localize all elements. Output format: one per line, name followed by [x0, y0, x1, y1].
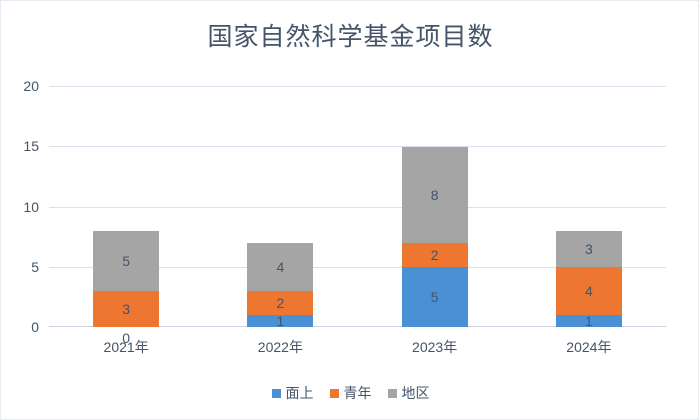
- bar-group: 8 2 5: [401, 87, 468, 327]
- gridline-20: [49, 86, 666, 87]
- bar-segment[interactable]: 8: [401, 147, 468, 243]
- legend-swatch-qingnian-icon: [329, 388, 339, 398]
- bar-segment-value-label: 5: [122, 253, 131, 269]
- bar-segment-value-label: 1: [276, 313, 285, 329]
- bar-group: 4 2 1: [247, 87, 314, 329]
- bar-segment[interactable]: 5: [93, 231, 160, 291]
- bar-segment-value-label: 4: [584, 283, 593, 299]
- bar-segment[interactable]: 1: [555, 313, 622, 329]
- x-axis-tick-label: 2023年: [412, 339, 458, 355]
- x-axis-tick-label: 2021年: [103, 339, 149, 355]
- y-axis-tick-label: 5: [31, 258, 39, 275]
- bar-segment[interactable]: 4: [247, 243, 314, 291]
- bar-segment[interactable]: 4: [555, 267, 622, 315]
- gridline-15: [49, 146, 666, 148]
- y-axis-tick-label: 0: [31, 319, 39, 335]
- bar-segment[interactable]: 2: [247, 291, 314, 315]
- axis-baseline-zero: [49, 326, 666, 327]
- x-axis-tick-label: 2022年: [257, 339, 303, 355]
- bar-segment-value-label: 4: [276, 259, 285, 275]
- legend-item-label: 青年: [343, 385, 372, 401]
- legend-swatch-diqu-icon: [387, 388, 397, 398]
- bar-segment[interactable]: 1: [247, 313, 314, 329]
- bar-segment-value-label: 1: [584, 313, 593, 329]
- bar-segment[interactable]: 5: [401, 267, 468, 327]
- legend-item-qingnian[interactable]: 青年: [329, 383, 372, 403]
- bar-segment[interactable]: 2: [401, 243, 468, 267]
- bar-segment[interactable]: 3: [93, 291, 160, 327]
- stacked-bar[interactable]: 8 2 5: [401, 147, 468, 327]
- legend-item-label: 面上: [285, 385, 314, 401]
- chart-title: 国家自然科学基金项目数: [207, 23, 494, 51]
- legend-item-label: 地区: [401, 385, 430, 401]
- bar-segment-value-label: 3: [584, 241, 593, 257]
- stacked-bar[interactable]: 4 2 1: [247, 243, 314, 329]
- stacked-bar[interactable]: 3 4 1: [555, 231, 622, 329]
- gridline-10: [49, 206, 666, 208]
- bar-segment[interactable]: 3: [555, 231, 622, 267]
- gridline-5: [49, 266, 666, 268]
- legend-item-mianshang[interactable]: 面上: [271, 383, 314, 403]
- y-axis-tick-label: 20: [23, 78, 39, 94]
- bar-segment-value-label: 2: [276, 295, 285, 311]
- bar-segment-value-label: 2: [430, 247, 439, 263]
- bar-group: 3 4 1: [555, 87, 622, 329]
- y-axis-tick-label: 10: [23, 198, 39, 215]
- chart-legend: 面上 青年 地区: [1, 383, 698, 403]
- legend-swatch-mianshang-icon: [271, 388, 281, 398]
- x-axis-tick-label: 2024年: [566, 339, 612, 355]
- bar-segment-value-label: 3: [122, 301, 131, 317]
- y-axis-tick-label: 15: [23, 138, 39, 155]
- bar-segment-value-label: 8: [430, 187, 439, 203]
- legend-item-diqu[interactable]: 地区: [387, 383, 430, 403]
- bar-segment-value-label: 5: [430, 289, 439, 305]
